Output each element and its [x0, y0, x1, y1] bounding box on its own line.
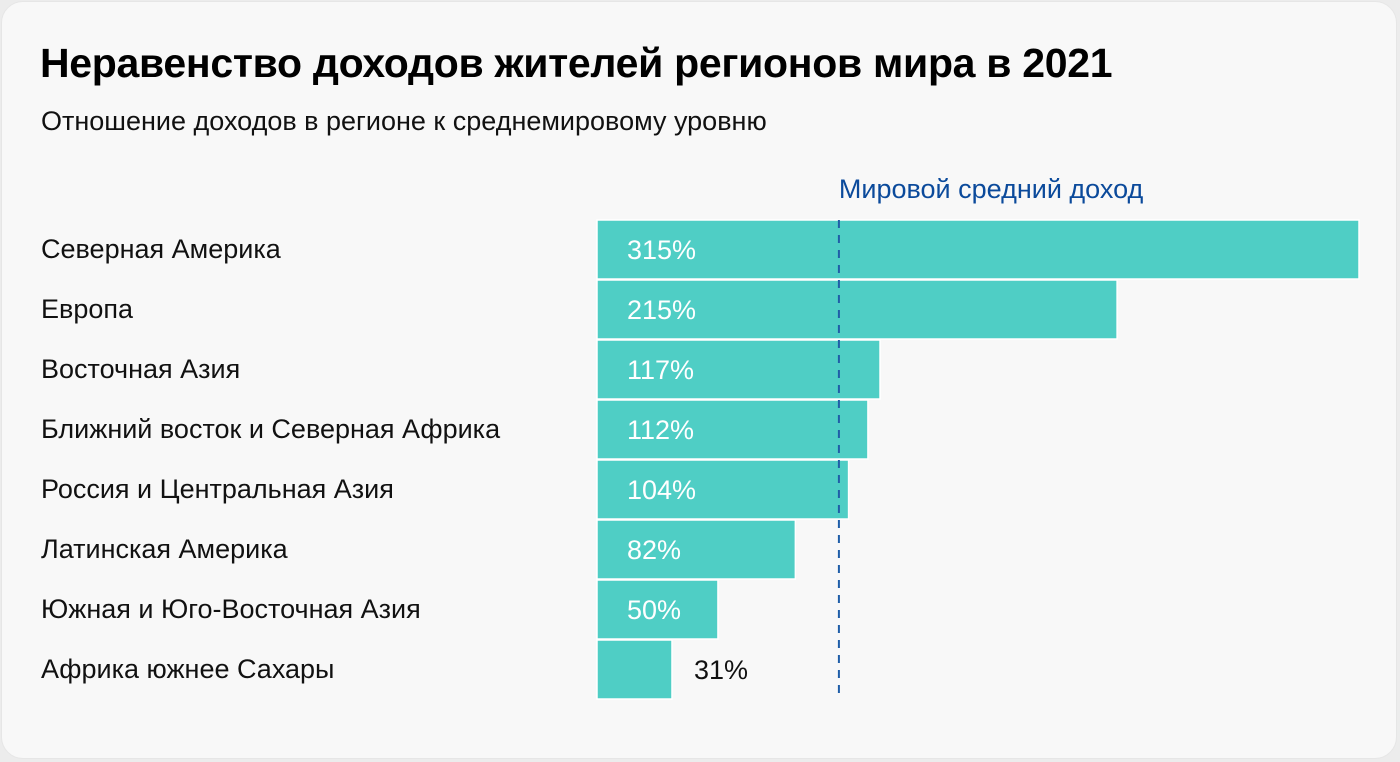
bar	[596, 219, 1360, 280]
bar	[596, 339, 881, 400]
reference-line-label: Мировой средний доход	[838, 174, 1144, 204]
bar	[596, 399, 869, 460]
chart-subtitle: Отношение доходов в регионе к среднемиро…	[41, 106, 767, 136]
bar	[596, 459, 850, 520]
bar-value-label: 117%	[627, 355, 694, 385]
bar-value-label: 104%	[627, 475, 696, 505]
category-label: Северная Америка	[41, 234, 281, 264]
category-label: Восточная Азия	[41, 354, 241, 384]
category-label: Европа	[41, 294, 134, 324]
category-label: Южная и Юго-Восточная Азия	[41, 594, 421, 624]
bar-value-label: 315%	[627, 235, 696, 265]
bar-value-label: 31%	[694, 655, 748, 685]
bar	[596, 579, 719, 640]
bar	[596, 519, 797, 580]
category-label: Латинская Америка	[41, 534, 288, 564]
bar-value-label: 112%	[627, 415, 694, 445]
category-label: Россия и Центральная Азия	[41, 474, 394, 504]
category-label: Африка южнее Сахары	[41, 654, 335, 684]
bar-value-label: 50%	[627, 595, 681, 625]
bar-value-label: 82%	[627, 535, 681, 565]
chart-title: Неравенство доходов жителей регионов мир…	[40, 40, 1113, 86]
bar-value-label: 215%	[627, 295, 696, 325]
bar	[596, 279, 1118, 340]
category-label: Ближний восток и Северная Африка	[41, 414, 501, 444]
bar	[596, 639, 673, 700]
